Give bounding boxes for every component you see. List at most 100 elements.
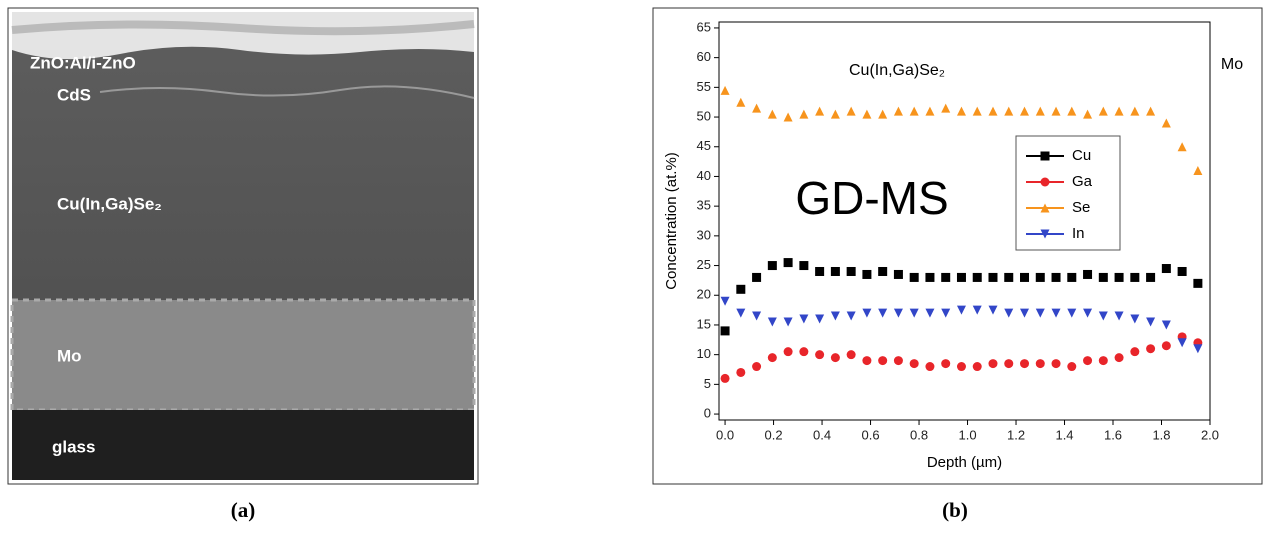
point (1040, 203, 1050, 213)
point (1040, 229, 1050, 239)
point (1020, 272, 1030, 282)
point (1177, 266, 1187, 276)
point (878, 308, 888, 318)
point (862, 356, 872, 366)
y-tick-label: 10 (697, 346, 711, 361)
caption: (a) (231, 498, 256, 522)
point (767, 261, 777, 271)
y-tick-label: 25 (697, 257, 711, 272)
x-tick-label: 0.0 (716, 427, 734, 442)
point (1083, 356, 1093, 366)
point (1114, 353, 1124, 363)
point (956, 362, 966, 372)
y-tick-label: 15 (697, 316, 711, 331)
point (1083, 308, 1093, 318)
layer-label: Cu(In,Ga)Se₂ (57, 194, 162, 213)
point (752, 311, 762, 321)
point (1161, 341, 1171, 351)
point (925, 272, 935, 282)
point (846, 266, 856, 276)
point (941, 308, 951, 318)
point (1161, 118, 1171, 128)
point (956, 272, 966, 282)
x-tick-label: 0.2 (765, 427, 783, 442)
point (1067, 308, 1077, 318)
point (925, 106, 935, 116)
y-tick-label: 5 (704, 376, 711, 391)
y-tick-label: 30 (697, 227, 711, 242)
point (1177, 142, 1187, 152)
x-tick-label: 1.0 (958, 427, 976, 442)
point (1035, 308, 1045, 318)
point (1020, 106, 1030, 116)
annotation: GD-MS (795, 172, 948, 224)
point (767, 317, 777, 327)
point (1004, 272, 1014, 282)
x-axis-label: Depth (µm) (927, 454, 1002, 471)
annotation: Cu(In,Ga)Se₂ (849, 62, 945, 79)
annotation: Mo (1221, 56, 1243, 73)
x-tick-label: 1.6 (1104, 427, 1122, 442)
point (1051, 308, 1061, 318)
layer-label: Mo (57, 346, 82, 365)
point (1051, 359, 1061, 369)
point (1130, 347, 1140, 357)
point (736, 97, 746, 107)
point (972, 106, 982, 116)
point (767, 353, 777, 363)
x-tick-label: 0.6 (862, 427, 880, 442)
point (925, 308, 935, 318)
point (1020, 359, 1030, 369)
layer-label: CdS (57, 85, 91, 104)
point (988, 272, 998, 282)
point (752, 272, 762, 282)
point (799, 109, 809, 119)
point (720, 296, 730, 306)
legend-label: Cu (1072, 147, 1091, 164)
point (1098, 106, 1108, 116)
legend-label: In (1072, 225, 1085, 242)
point (941, 272, 951, 282)
panel-b: (b) (652, 7, 1263, 522)
legend-label: Ga (1072, 173, 1093, 190)
point (752, 103, 762, 113)
layer-label: ZnO:Al/i-ZnO (30, 53, 136, 72)
point (815, 266, 825, 276)
glass-layer (12, 410, 474, 480)
point (815, 350, 825, 360)
x-tick-label: 0.4 (813, 427, 831, 442)
point (736, 308, 746, 318)
point (1020, 308, 1030, 318)
point (1130, 106, 1140, 116)
point (1004, 308, 1014, 318)
point (1004, 359, 1014, 369)
caption: (b) (942, 498, 968, 522)
y-tick-label: 55 (697, 79, 711, 94)
point (783, 112, 793, 122)
point (1067, 272, 1077, 282)
point (941, 359, 951, 369)
point (783, 317, 793, 327)
point (925, 362, 935, 372)
mo-layer (12, 300, 474, 410)
point (1177, 338, 1187, 348)
point (846, 350, 856, 360)
point (1035, 359, 1045, 369)
point (1161, 264, 1171, 274)
x-tick-label: 1.2 (1007, 427, 1025, 442)
point (956, 106, 966, 116)
point (1161, 320, 1171, 330)
point (1098, 272, 1108, 282)
point (909, 106, 919, 116)
y-tick-label: 45 (697, 138, 711, 153)
plot-frame (718, 21, 1211, 421)
point (878, 266, 888, 276)
y-tick-label: 40 (697, 168, 711, 183)
point (1130, 314, 1140, 324)
point (1193, 344, 1203, 354)
point (799, 347, 809, 357)
point (1130, 272, 1140, 282)
point (1146, 344, 1156, 354)
point (830, 311, 840, 321)
